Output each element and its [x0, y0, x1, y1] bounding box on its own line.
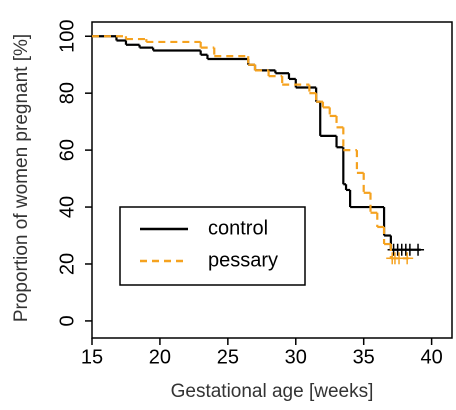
x-tick-label: 25 [217, 346, 239, 368]
plot-frame [91, 21, 453, 339]
y-tick-label: 60 [56, 139, 78, 161]
x-tick-label: 20 [149, 346, 171, 368]
censor-mark [401, 252, 414, 265]
legend-label: control [208, 217, 268, 239]
y-tick-label: 80 [56, 82, 78, 104]
x-tick-label: 15 [81, 346, 103, 368]
y-tick-label: 20 [56, 253, 78, 275]
y-axis-label: Proportion of women pregnant [%] [11, 34, 32, 322]
x-tick-label: 40 [420, 346, 442, 368]
y-tick-label: 100 [56, 20, 78, 53]
legend: control pessary [119, 206, 306, 286]
censor-mark [412, 243, 425, 256]
legend-box [119, 206, 306, 286]
x-axis-label: Gestational age [weeks] [171, 381, 374, 402]
y-tick-label: 40 [56, 196, 78, 218]
x-tick-label: 35 [353, 346, 375, 368]
y-tick-label: 0 [56, 315, 78, 326]
x-tick-label: 30 [285, 346, 307, 368]
legend-label: pessary [208, 249, 278, 271]
